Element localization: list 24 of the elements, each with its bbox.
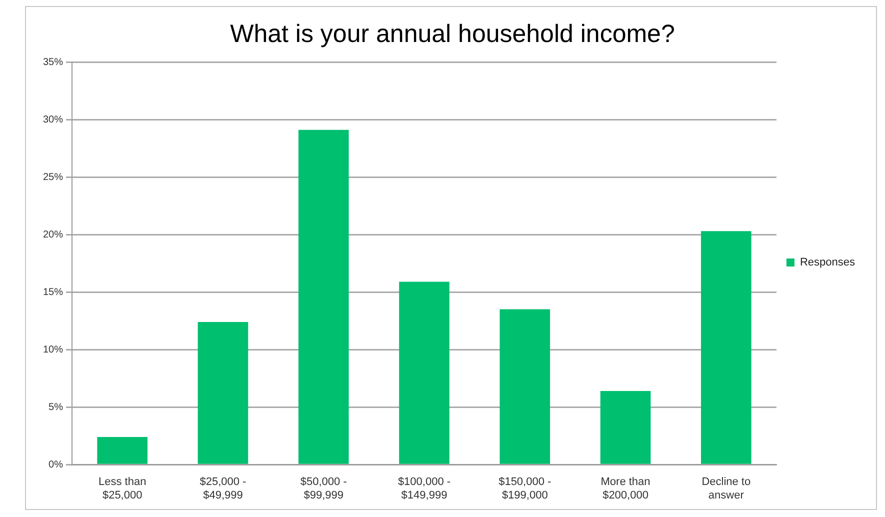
chart-title: What is your annual household income? bbox=[230, 20, 675, 48]
bar bbox=[198, 322, 248, 464]
bar bbox=[700, 231, 752, 464]
x-tick-label: Less than $25,000 bbox=[98, 476, 146, 502]
y-tick-label: 35% bbox=[43, 56, 64, 68]
bar bbox=[600, 390, 651, 464]
y-tick-label: 0% bbox=[48, 459, 64, 470]
x-tick-label: $150,000 - $199,000 bbox=[498, 476, 552, 502]
x-tick-label: $50,000 - $99,999 bbox=[300, 476, 348, 502]
y-tick-label: 30% bbox=[43, 114, 64, 126]
y-tick-label: 15% bbox=[43, 286, 64, 298]
y-tick-label: 5% bbox=[48, 402, 64, 413]
y-tick-label: 25% bbox=[43, 172, 64, 183]
x-tick-label: Decline to answer bbox=[702, 476, 751, 502]
legend-label: Responses bbox=[800, 256, 856, 269]
y-tick-label: 10% bbox=[43, 344, 64, 356]
bar bbox=[399, 282, 450, 464]
x-tick-label: $100,000 - $149,999 bbox=[398, 476, 451, 502]
y-tick-label: 20% bbox=[43, 229, 64, 240]
x-tick-label: More than $200,000 bbox=[600, 476, 650, 502]
bar bbox=[500, 309, 550, 464]
bar bbox=[97, 436, 148, 464]
bar bbox=[298, 130, 349, 464]
x-tick-label: $25,000 - $49,999 bbox=[200, 476, 247, 502]
